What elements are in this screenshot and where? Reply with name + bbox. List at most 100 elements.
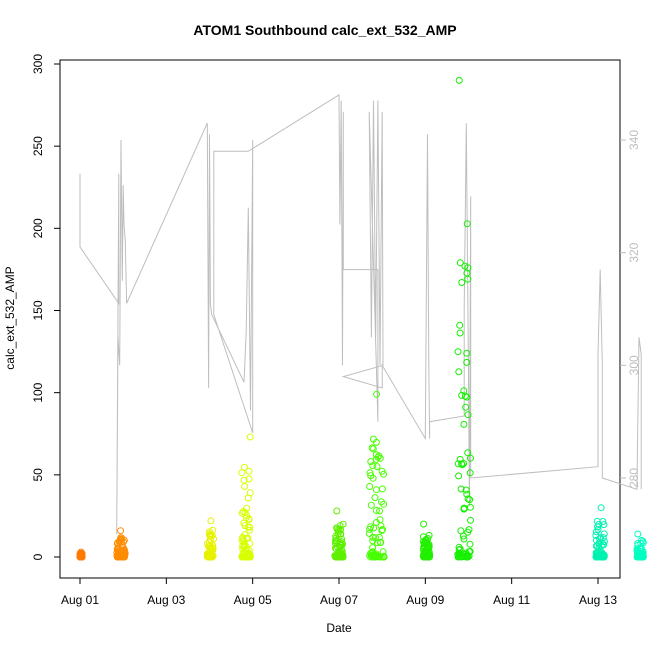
data-point bbox=[458, 279, 466, 286]
data-point bbox=[245, 467, 253, 475]
y-tick-label: 200 bbox=[31, 218, 45, 238]
x-tick-label: Aug 13 bbox=[579, 593, 617, 607]
data-point bbox=[366, 525, 374, 533]
data-point bbox=[464, 275, 472, 283]
data-point bbox=[246, 433, 254, 441]
data-point bbox=[114, 546, 122, 554]
data-point bbox=[455, 472, 463, 480]
data-point bbox=[121, 549, 129, 556]
data-point bbox=[378, 485, 386, 493]
data-point bbox=[457, 527, 465, 535]
data-point bbox=[332, 537, 339, 545]
data-point bbox=[455, 76, 463, 84]
data-point bbox=[463, 349, 471, 357]
data-point bbox=[241, 482, 249, 490]
data-point bbox=[368, 444, 376, 452]
data-point bbox=[463, 220, 471, 228]
data-point bbox=[332, 534, 340, 542]
data-point bbox=[367, 501, 375, 509]
data-point bbox=[596, 535, 604, 543]
data-point bbox=[456, 259, 464, 267]
data-point bbox=[375, 553, 383, 561]
data-point bbox=[206, 549, 214, 556]
data-point bbox=[467, 516, 474, 524]
data-point bbox=[372, 486, 380, 494]
data-point bbox=[369, 474, 377, 482]
data-point bbox=[246, 540, 254, 547]
data-point bbox=[380, 553, 388, 561]
data-point bbox=[366, 483, 374, 490]
data-point bbox=[420, 539, 428, 547]
data-point bbox=[372, 519, 380, 526]
data-point bbox=[462, 486, 470, 494]
y-tick-label: 250 bbox=[31, 136, 45, 156]
x-tick-label: Aug 07 bbox=[320, 593, 358, 607]
data-point bbox=[459, 550, 466, 558]
data-point bbox=[336, 541, 344, 549]
data-point bbox=[335, 553, 342, 561]
data-point bbox=[455, 543, 463, 551]
data-point bbox=[379, 526, 386, 534]
y2-tick-label: 320 bbox=[627, 242, 641, 262]
y-tick-label: 100 bbox=[31, 382, 45, 402]
data-point bbox=[638, 553, 646, 561]
data-point bbox=[454, 348, 462, 356]
data-point bbox=[380, 500, 388, 508]
data-point bbox=[597, 534, 605, 542]
data-point bbox=[420, 550, 428, 557]
data-point bbox=[243, 504, 251, 512]
data-point bbox=[466, 503, 474, 511]
data-point bbox=[365, 530, 373, 537]
data-point bbox=[116, 552, 124, 560]
data-point bbox=[372, 438, 380, 446]
data-point bbox=[379, 548, 387, 556]
data-point bbox=[460, 535, 468, 543]
x-tick-label: Aug 09 bbox=[406, 593, 444, 607]
data-point bbox=[246, 526, 253, 534]
x-tick-label: Aug 01 bbox=[61, 593, 99, 607]
y-tick-label: 50 bbox=[31, 468, 45, 482]
data-point bbox=[238, 509, 246, 517]
data-point bbox=[458, 460, 466, 468]
data-point bbox=[77, 553, 85, 561]
data-point bbox=[464, 449, 472, 457]
data-point bbox=[240, 463, 248, 471]
plot-frame bbox=[59, 59, 621, 579]
data-point bbox=[454, 553, 462, 561]
data-point bbox=[463, 358, 471, 366]
y-tick-label: 300 bbox=[31, 54, 45, 74]
y-tick-label: 0 bbox=[31, 553, 45, 560]
data-point bbox=[241, 553, 249, 561]
y2-tick-label: 280 bbox=[627, 468, 641, 488]
y2-tick-label: 340 bbox=[627, 130, 641, 150]
data-point bbox=[457, 485, 465, 493]
data-point bbox=[597, 504, 605, 512]
x-tick-label: Aug 03 bbox=[147, 593, 185, 607]
data-point bbox=[366, 469, 374, 477]
data-point bbox=[423, 544, 431, 552]
data-point bbox=[600, 530, 608, 538]
secondary-line-series bbox=[79, 94, 642, 535]
data-point bbox=[378, 527, 386, 534]
y-tick-label: 150 bbox=[31, 300, 45, 320]
data-point bbox=[460, 420, 468, 428]
data-point bbox=[118, 535, 126, 543]
data-point bbox=[206, 544, 214, 552]
data-point bbox=[369, 544, 377, 552]
data-point bbox=[369, 537, 377, 545]
data-point bbox=[373, 390, 381, 398]
data-point bbox=[336, 530, 344, 538]
data-point bbox=[239, 533, 247, 541]
data-point bbox=[208, 553, 216, 561]
data-point bbox=[420, 520, 428, 528]
data-point bbox=[638, 536, 645, 544]
data-point bbox=[333, 507, 341, 515]
chart-title: ATOM1 Southbound calc_ext_532_AMP bbox=[193, 22, 456, 38]
x-tick-label: Aug 11 bbox=[493, 593, 530, 607]
data-point bbox=[456, 329, 464, 337]
data-point bbox=[239, 553, 246, 561]
data-point bbox=[207, 517, 215, 525]
data-point bbox=[375, 533, 383, 541]
